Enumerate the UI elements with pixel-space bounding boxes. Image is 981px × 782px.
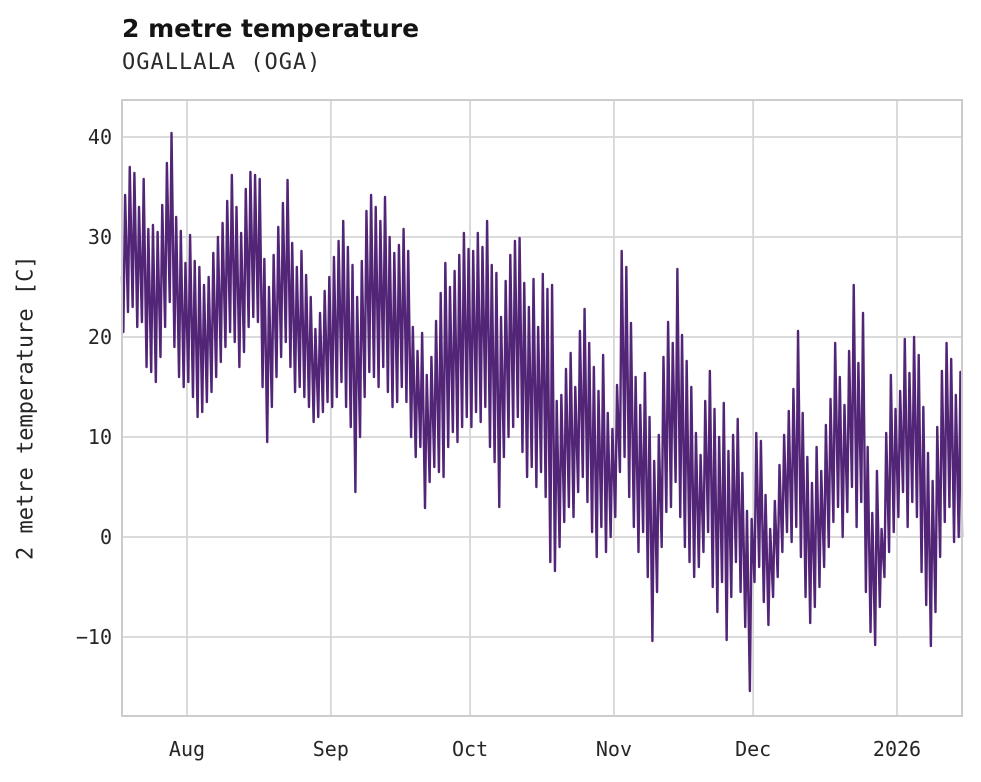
y-tick-label: 40 [87, 125, 112, 149]
plot-border [121, 99, 963, 717]
plot-area [120, 99, 964, 717]
x-tick-label: Nov [595, 737, 632, 761]
y-tick-label: 10 [87, 425, 112, 449]
y-tick-label: 30 [87, 225, 112, 249]
y-tick-label: 20 [87, 325, 112, 349]
x-tick-label: 2026 [872, 737, 922, 761]
chart-subtitle: OGALLALA (OGA) [122, 50, 322, 75]
y-tick-label: 0 [99, 525, 112, 549]
x-tick-label: Aug [168, 737, 206, 761]
chart-title: 2 metre temperature [122, 14, 420, 43]
x-tick-label: Oct [452, 737, 489, 761]
x-tick-label: Dec [735, 737, 772, 761]
x-tick-label: Sep [312, 737, 349, 761]
temperature-series-line [120, 131, 964, 693]
y-tick-label: −10 [75, 625, 112, 649]
